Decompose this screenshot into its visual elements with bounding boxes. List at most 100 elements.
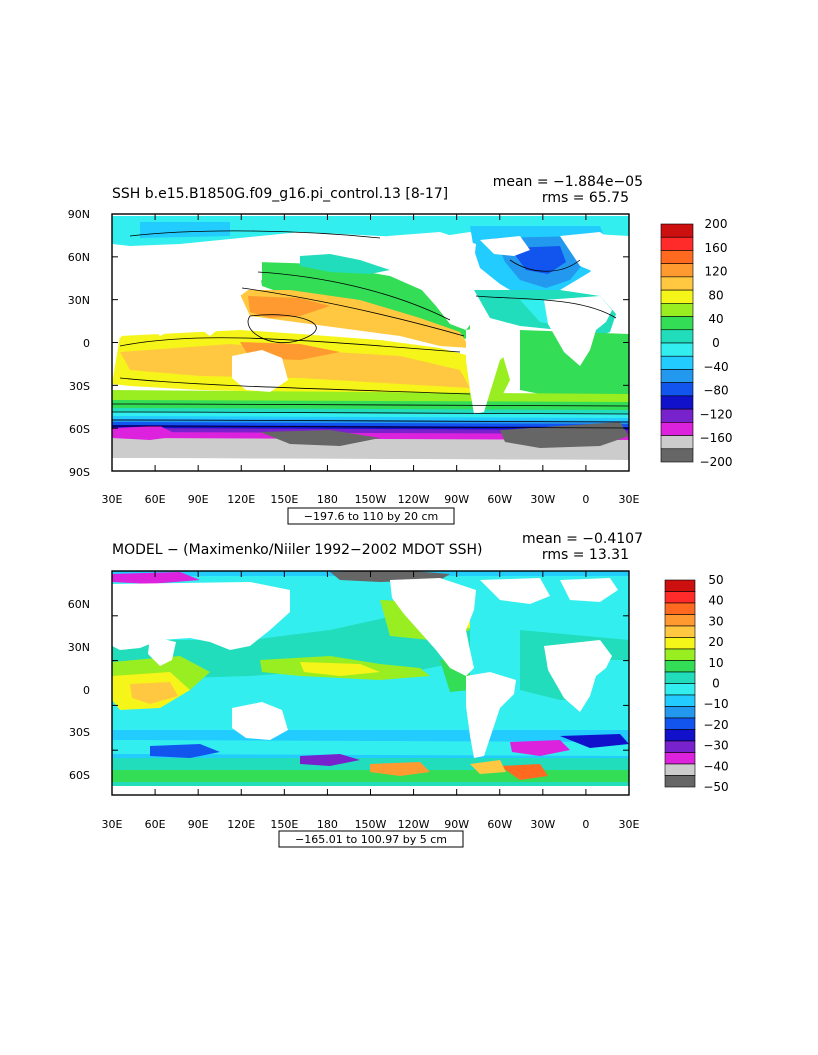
ssh-range-label: −197.6 to 110 by 20 cm	[304, 510, 438, 523]
colorbar-label: −160	[700, 431, 733, 445]
x-axis-label: 90W	[444, 818, 469, 831]
model-diff-y-label: 30N	[68, 641, 90, 654]
x-axis-label: 60W	[487, 818, 512, 831]
colorbar-swatch	[660, 250, 694, 264]
ssh-range-box	[287, 507, 455, 525]
colorbar-swatch	[660, 303, 694, 317]
ssh-y-label: 90N	[68, 208, 90, 221]
ssh-axis-ticks	[111, 213, 630, 472]
x-axis-label: 90E	[188, 818, 209, 831]
x-axis-label: 30E	[619, 818, 640, 831]
x-axis-label: 0	[582, 493, 589, 506]
model-diff-panel: MODEL − (Maximenko/Niiler 1992−2002 MDOT…	[68, 531, 729, 848]
ssh-contours	[112, 230, 629, 429]
colorbar-swatch	[664, 740, 696, 753]
x-axis-label: 180	[317, 493, 338, 506]
model-diff-y-axis-labels: 60N 30N 0 30S 60S	[68, 598, 90, 782]
ssh-y-label: 0	[83, 337, 90, 350]
colorbar-label: 0	[712, 336, 720, 350]
colorbar-swatch	[660, 316, 694, 331]
x-axis-label: 30W	[530, 818, 555, 831]
model-diff-axis-ticks	[111, 570, 630, 796]
model-diff-map-field	[112, 571, 629, 795]
ssh-y-label: 30N	[68, 294, 90, 307]
x-axis-label: 150E	[270, 493, 298, 506]
ssh-map-field	[112, 214, 629, 471]
colorbar-label: 40	[708, 312, 723, 326]
colorbar-swatch	[664, 706, 696, 719]
colorbar-label: −20	[703, 718, 728, 732]
model-diff-y-label: 0	[83, 684, 90, 697]
colorbar-swatch	[664, 637, 696, 650]
colorbar-label: −80	[703, 384, 728, 398]
ssh-y-axis-labels: 90N 60N 30N 0 30S 60S 90S	[68, 208, 90, 479]
ssh-panel-mean: mean = −1.884e−05	[493, 174, 643, 190]
colorbar-swatch	[660, 408, 694, 423]
colorbar-swatch	[664, 717, 696, 730]
model-diff-y-label: 60S	[69, 769, 90, 782]
x-axis-label: 120W	[398, 493, 430, 506]
colorbar-swatch	[664, 625, 696, 638]
x-axis-label: 180	[317, 818, 338, 831]
ssh-panel: SSH b.e15.B1850G.f09_g16.pi_control.13 […	[68, 174, 733, 525]
colorbar-swatch	[660, 369, 694, 383]
x-axis-label: 0	[582, 818, 589, 831]
colorbar-label: 160	[705, 241, 728, 255]
colorbar-label: −10	[703, 697, 728, 711]
colorbar-swatch	[660, 236, 694, 251]
x-axis-label: 30E	[102, 493, 123, 506]
x-axis-label: 150E	[270, 818, 298, 831]
colorbar-label: 20	[708, 635, 723, 649]
colorbar-label: 50	[708, 573, 723, 587]
x-axis-label: 60E	[145, 818, 166, 831]
x-axis-label: 90E	[188, 493, 209, 506]
x-axis-label: 30W	[530, 493, 555, 506]
colorbar-label: −40	[703, 360, 728, 374]
colorbar-label: −30	[703, 739, 728, 753]
colorbar-swatch	[664, 648, 696, 661]
model-diff-mean: mean = −0.4107	[522, 531, 643, 547]
ssh-panel-rms: rms = 65.75	[542, 190, 629, 206]
colorbar-swatch	[664, 763, 696, 776]
model-diff-title: MODEL − (Maximenko/Niiler 1992−2002 MDOT…	[112, 542, 483, 558]
colorbar-swatch	[664, 591, 696, 604]
colorbar-swatch	[664, 694, 696, 707]
model-diff-y-label: 60N	[68, 598, 90, 611]
colorbar-label: 80	[708, 288, 723, 302]
colorbar-label: −40	[703, 759, 728, 773]
model-diff-y-label: 30S	[69, 726, 90, 739]
colorbar-label: 40	[708, 594, 723, 608]
colorbar-swatch	[660, 355, 694, 370]
x-axis-label: 60W	[487, 493, 512, 506]
colorbar-label: 0	[712, 677, 720, 691]
colorbar-swatch	[664, 602, 696, 615]
colorbar-swatch	[660, 435, 694, 450]
colorbar-swatch	[660, 289, 694, 304]
colorbar-swatch	[664, 671, 696, 684]
colorbar-label: 10	[708, 656, 723, 670]
colorbar-swatch	[660, 422, 694, 436]
colorbar-swatch	[660, 223, 694, 238]
colorbar-label: −200	[700, 455, 733, 469]
ssh-x-axis-labels: 30E 60E 90E 120E 150E 180 150W 120W 90W 60W 30W 0 30…	[102, 493, 640, 506]
x-axis-label: 60E	[145, 493, 166, 506]
x-axis-label: 150W	[355, 818, 387, 831]
colorbar-swatch	[664, 683, 696, 696]
colorbar-swatch	[664, 614, 696, 627]
colorbar-swatch	[664, 579, 696, 592]
x-axis-label: 30E	[102, 818, 123, 831]
x-axis-label: 30E	[619, 493, 640, 506]
ssh-y-label: 30S	[69, 380, 90, 393]
colorbar-swatch	[664, 729, 696, 742]
ssh-colorbar: 200 160 120 80 40 0 −40 −80 −120 −160 −200	[660, 217, 733, 469]
ssh-panel-title: SSH b.e15.B1850G.f09_g16.pi_control.13 […	[112, 186, 448, 202]
ssh-y-label: 60S	[69, 423, 90, 436]
colorbar-swatch	[664, 775, 696, 788]
colorbar-swatch	[664, 752, 696, 765]
model-diff-range-box	[278, 830, 464, 848]
model-diff-rms: rms = 13.31	[542, 547, 629, 563]
ssh-y-label: 60N	[68, 251, 90, 264]
x-axis-label: 120W	[398, 818, 430, 831]
colorbar-swatch	[660, 448, 694, 463]
